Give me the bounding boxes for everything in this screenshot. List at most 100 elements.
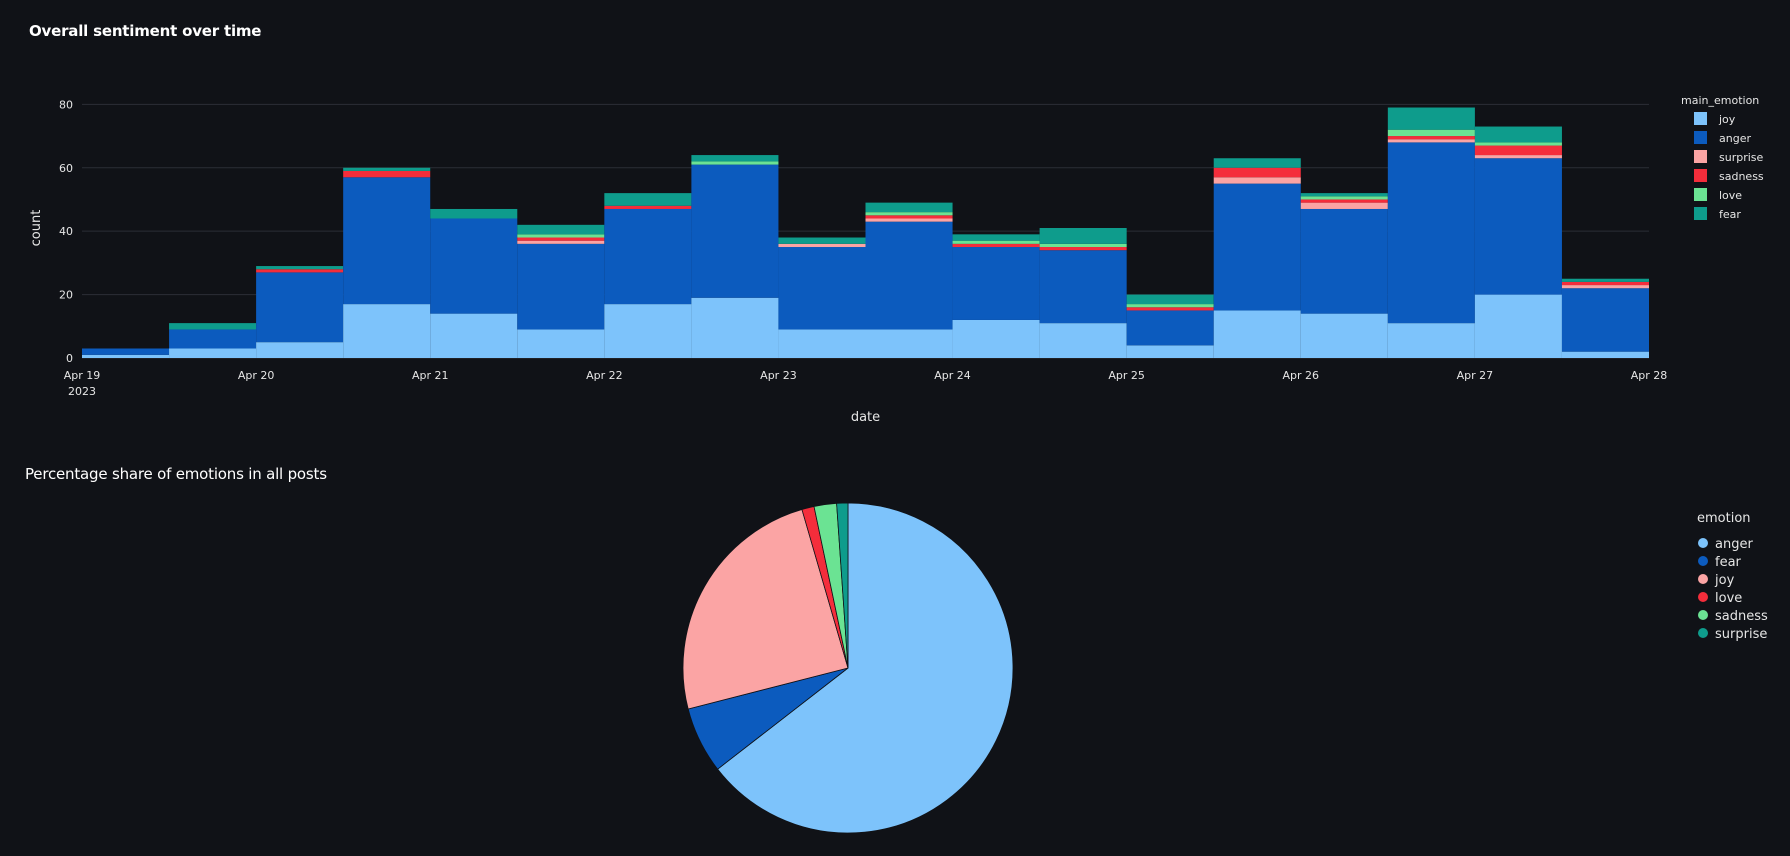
pie-legend-label-fear[interactable]: fear — [1715, 555, 1742, 570]
pie-legend-label-sadness[interactable]: sadness — [1715, 609, 1768, 624]
bar-segment-surprise[interactable] — [1561, 285, 1649, 289]
bar-segment-joy[interactable] — [430, 313, 518, 358]
bar-segment-surprise[interactable] — [1213, 177, 1301, 184]
legend-label-sadness[interactable]: sadness — [1719, 170, 1764, 183]
pie-legend-marker-surprise[interactable] — [1698, 628, 1708, 638]
bar-segment-love[interactable] — [1387, 129, 1475, 137]
bar-segment-love[interactable] — [1039, 243, 1127, 248]
pie-slice-surprise[interactable] — [836, 502, 849, 669]
pie-legend-marker-joy[interactable] — [1698, 574, 1708, 584]
bar-segment-fear[interactable] — [1213, 158, 1301, 168]
bar-segment-love[interactable] — [865, 212, 953, 216]
bar-segment-love[interactable] — [1126, 304, 1214, 308]
legend-swatch-joy[interactable] — [1694, 112, 1707, 125]
bar-segment-joy[interactable] — [517, 329, 605, 358]
bar-segment-fear[interactable] — [865, 202, 953, 213]
pie-legend-label-surprise[interactable]: surprise — [1715, 627, 1767, 642]
bar-segment-fear[interactable] — [952, 234, 1040, 241]
bar-segment-fear[interactable] — [1561, 278, 1649, 282]
bar-segment-fear[interactable] — [1126, 294, 1214, 305]
bar-segment-love[interactable] — [1300, 196, 1388, 200]
bar-segment-anger[interactable] — [778, 247, 866, 330]
bar-segment-anger[interactable] — [865, 221, 953, 330]
bar-segment-fear[interactable] — [517, 224, 605, 235]
bar-segment-surprise[interactable] — [1474, 155, 1562, 159]
bar-segment-anger[interactable] — [82, 348, 170, 355]
bar-segment-anger[interactable] — [343, 177, 431, 305]
legend-swatch-surprise[interactable] — [1694, 150, 1707, 163]
bar-segment-anger[interactable] — [691, 164, 779, 298]
legend-label-surprise[interactable]: surprise — [1719, 151, 1764, 164]
legend-label-love[interactable]: love — [1719, 189, 1742, 202]
pie-slice-anger[interactable] — [717, 502, 1014, 834]
legend-swatch-anger[interactable] — [1694, 131, 1707, 144]
bar-segment-sadness[interactable] — [1561, 281, 1649, 286]
bar-segment-joy[interactable] — [865, 329, 953, 358]
legend-label-fear[interactable]: fear — [1719, 208, 1741, 221]
bar-segment-surprise[interactable] — [1387, 139, 1475, 143]
pie-legend-label-joy[interactable]: joy — [1714, 573, 1735, 588]
bar-segment-surprise[interactable] — [865, 218, 953, 222]
legend-label-joy[interactable]: joy — [1718, 113, 1736, 126]
bar-segment-fear[interactable] — [256, 266, 344, 270]
pie-slice-love[interactable] — [801, 506, 849, 669]
bar-segment-joy[interactable] — [1213, 310, 1301, 358]
bar-segment-joy[interactable] — [343, 304, 431, 358]
bar-segment-sadness[interactable] — [1474, 145, 1562, 156]
pie-legend-marker-anger[interactable] — [1698, 538, 1708, 548]
bar-segment-sadness[interactable] — [1039, 247, 1127, 251]
bar-segment-surprise[interactable] — [778, 243, 866, 248]
bar-segment-joy[interactable] — [1126, 345, 1214, 358]
bar-segment-joy[interactable] — [1561, 351, 1649, 358]
bar-segment-joy[interactable] — [1474, 294, 1562, 358]
bar-segment-anger[interactable] — [256, 272, 344, 343]
pie-slice-fear[interactable] — [687, 667, 849, 770]
bar-segment-anger[interactable] — [169, 329, 257, 349]
bar-segment-sadness[interactable] — [1213, 167, 1301, 178]
bar-segment-anger[interactable] — [517, 243, 605, 330]
legend-swatch-sadness[interactable] — [1694, 169, 1707, 182]
bar-segment-anger[interactable] — [1300, 208, 1388, 314]
pie-slice-joy[interactable] — [682, 509, 849, 710]
bar-segment-anger[interactable] — [604, 208, 692, 305]
bar-segment-joy[interactable] — [778, 329, 866, 358]
bar-segment-fear[interactable] — [430, 208, 518, 219]
bar-segment-fear[interactable] — [691, 155, 779, 162]
bar-segment-sadness[interactable] — [604, 205, 692, 209]
bar-segment-love[interactable] — [691, 161, 779, 165]
bar-segment-fear[interactable] — [1300, 193, 1388, 197]
bar-segment-joy[interactable] — [1387, 323, 1475, 358]
bar-segment-joy[interactable] — [604, 304, 692, 358]
bar-segment-love[interactable] — [952, 240, 1040, 244]
bar-segment-anger[interactable] — [1039, 250, 1127, 324]
pie-legend-marker-love[interactable] — [1698, 592, 1708, 602]
bar-segment-fear[interactable] — [1039, 228, 1127, 244]
bar-segment-fear[interactable] — [1474, 126, 1562, 143]
bar-segment-joy[interactable] — [1300, 313, 1388, 358]
pie-legend-marker-fear[interactable] — [1698, 556, 1708, 566]
bar-segment-sadness[interactable] — [952, 243, 1040, 248]
bar-segment-fear[interactable] — [169, 323, 257, 330]
bar-segment-anger[interactable] — [1126, 310, 1214, 346]
bar-segment-anger[interactable] — [1387, 142, 1475, 324]
bar-segment-sadness[interactable] — [865, 215, 953, 219]
bar-segment-fear[interactable] — [778, 237, 866, 244]
bar-segment-anger[interactable] — [1213, 183, 1301, 311]
bar-segment-sadness[interactable] — [1387, 136, 1475, 140]
legend-swatch-love[interactable] — [1694, 188, 1707, 201]
bar-segment-fear[interactable] — [604, 193, 692, 206]
bar-segment-fear[interactable] — [1387, 107, 1475, 130]
pie-slice-sadness[interactable] — [813, 502, 849, 669]
bar-segment-sadness[interactable] — [1300, 199, 1388, 203]
bar-segment-sadness[interactable] — [256, 269, 344, 273]
bar-segment-anger[interactable] — [1561, 288, 1649, 352]
bar-segment-sadness[interactable] — [343, 170, 431, 178]
bar-segment-anger[interactable] — [1474, 158, 1562, 295]
legend-label-anger[interactable]: anger — [1719, 132, 1751, 145]
pie-legend-label-anger[interactable]: anger — [1715, 537, 1753, 552]
bar-segment-sadness[interactable] — [1126, 307, 1214, 311]
pie-legend-label-love[interactable]: love — [1715, 591, 1742, 606]
bar-segment-sadness[interactable] — [517, 237, 605, 241]
bar-segment-joy[interactable] — [82, 354, 170, 358]
bar-segment-love[interactable] — [517, 234, 605, 238]
